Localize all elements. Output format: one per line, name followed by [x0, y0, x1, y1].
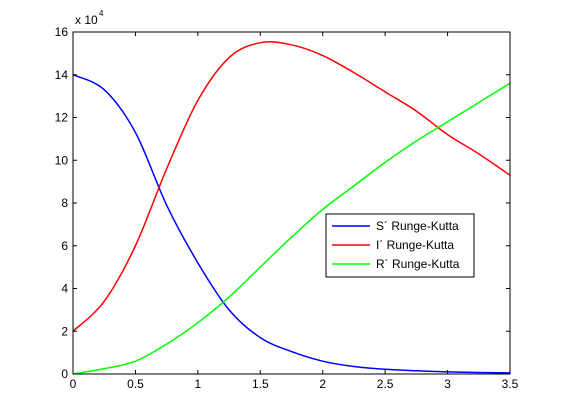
series-layer [72, 41, 511, 375]
y-tick-label: 12 [55, 111, 69, 125]
x-tick-label: 1 [195, 377, 202, 391]
legend: S´ Runge-Kutta I´ Runge-Kutta R´ Runge-Kut… [325, 213, 475, 278]
series-line-2 [72, 82, 511, 375]
legend-label-1: I´ Runge-Kutta [376, 238, 454, 252]
x-tick-label: 2 [319, 377, 326, 391]
series-line-0 [72, 74, 511, 374]
y-multiplier-exponent: 4 [99, 9, 104, 18]
legend-label-0: S´ Runge-Kutta [376, 219, 459, 233]
y-multiplier-base: x 10 [75, 13, 98, 27]
tick-layer: 0 0.5 1 1.5 2 2.5 3 3.5 0 2 4 6 8 10 12 14 16 [55, 25, 519, 391]
legend-label-2: R´ Runge-Kutta [376, 257, 460, 271]
series-line-1 [72, 41, 511, 332]
x-tick-label: 1.5 [252, 377, 269, 391]
y-tick-label: 4 [61, 282, 68, 296]
y-tick-label: 2 [61, 324, 68, 338]
plot-area [73, 32, 510, 374]
y-tick-label: 0 [61, 367, 68, 381]
y-tick-label: 16 [55, 25, 69, 39]
y-tick-label: 8 [61, 196, 68, 210]
x-tick-label: 3 [444, 377, 451, 391]
x-tick-label: 0.5 [127, 377, 144, 391]
y-multiplier: x 10 4 [75, 9, 104, 27]
y-tick-label: 6 [61, 239, 68, 253]
y-tick-label: 14 [55, 68, 69, 82]
y-tick-label: 10 [55, 153, 69, 167]
x-tick-label: 3.5 [502, 377, 519, 391]
x-tick-label: 0 [70, 377, 77, 391]
x-tick-label: 2.5 [377, 377, 394, 391]
